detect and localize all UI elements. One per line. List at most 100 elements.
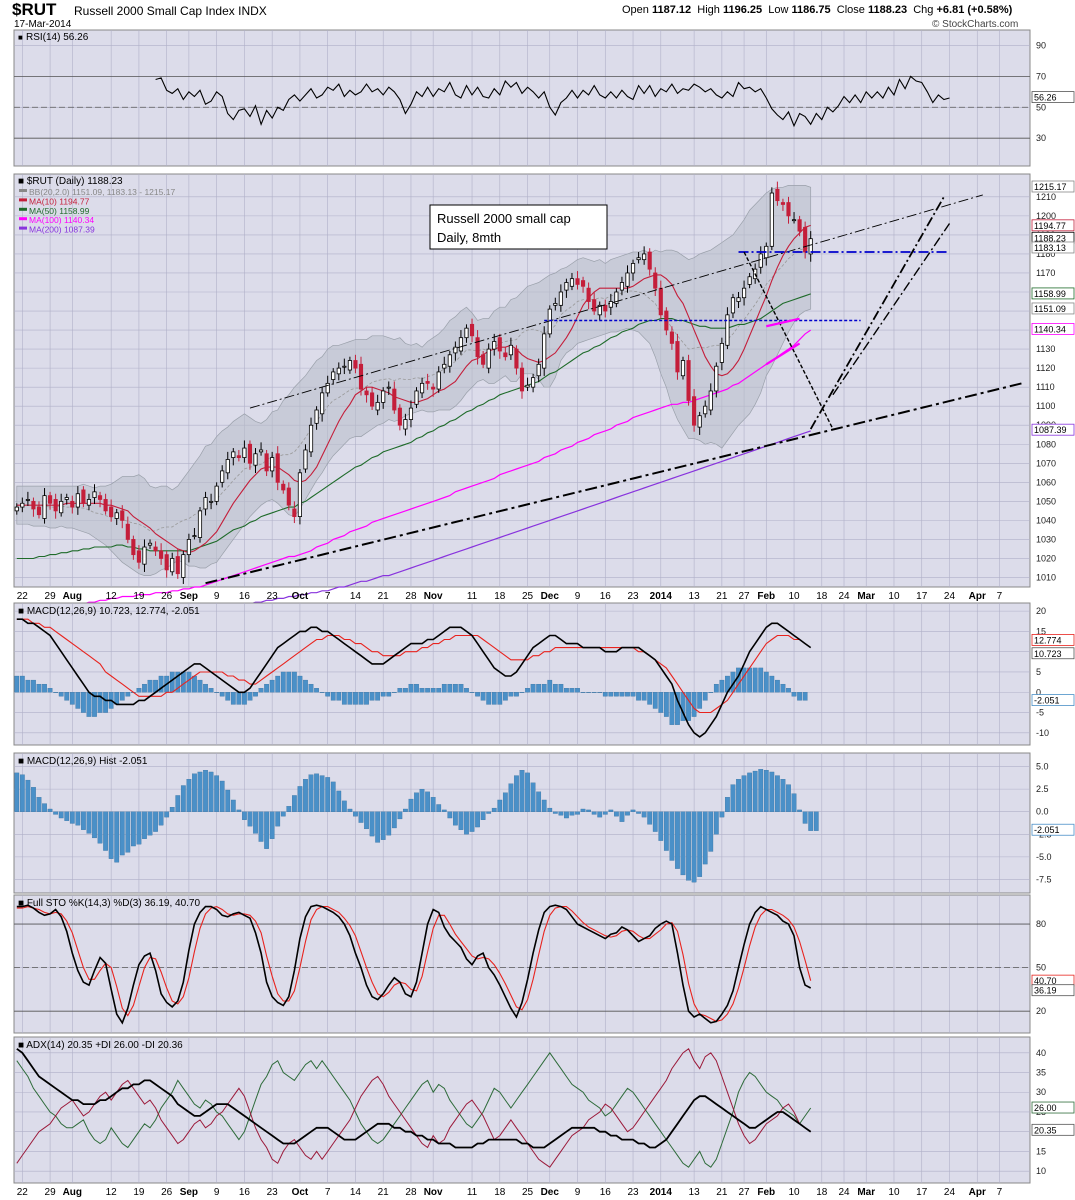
macd-hist-bar xyxy=(97,692,103,713)
macd-hist-panel-group: 5.02.50.0-2.5-5.0-7.5■ MACD(12,26,9) His… xyxy=(14,753,1075,893)
x-tick-label: 17 xyxy=(916,591,928,602)
histogram-bar xyxy=(19,774,25,812)
y-tick-label: 1030 xyxy=(1036,534,1056,544)
price-title: ■ $RUT (Daily) 1188.23 xyxy=(18,176,123,187)
macd-hist-bar xyxy=(264,683,269,693)
value-label: 36.19 xyxy=(1034,986,1057,996)
low-value: 1186.75 xyxy=(791,4,831,16)
y-tick-label: 1010 xyxy=(1036,572,1056,582)
x-tick-label: 16 xyxy=(239,591,251,602)
x-tick-label: 16 xyxy=(600,591,612,602)
value-label: 1151.09 xyxy=(1034,304,1066,314)
candle xyxy=(630,263,636,274)
candle xyxy=(364,390,369,396)
adx-title: ■ ADX(14) 20.35 +DI 26.00 -DI 20.36 xyxy=(18,1040,183,1051)
x-tick-label: 16 xyxy=(600,1187,612,1198)
histogram-bar xyxy=(14,772,20,812)
candle xyxy=(797,219,802,232)
macd-hist-bar xyxy=(180,671,186,693)
macd-hist-bar xyxy=(403,688,408,693)
histogram-bar xyxy=(125,811,131,853)
y-tick-label: 5 xyxy=(1036,667,1041,677)
macd-hist-bar xyxy=(564,688,569,693)
y-tick-label: -5.0 xyxy=(1036,852,1052,862)
macd-hist-bar xyxy=(297,675,303,693)
rsi-legend-marker: ■ xyxy=(18,33,23,42)
chg-label: Chg xyxy=(913,4,934,16)
macd-hist-bar xyxy=(541,683,547,693)
candle xyxy=(581,280,586,287)
macd-hist-bar xyxy=(769,675,775,693)
candle xyxy=(708,390,713,411)
histogram-bar xyxy=(175,795,181,812)
histogram-bar xyxy=(614,811,619,817)
candle xyxy=(386,386,391,389)
ticker-description: Russell 2000 Small Cap Index INDX xyxy=(74,4,267,18)
histogram-bar xyxy=(103,811,108,851)
x-tick-label: 23 xyxy=(267,591,279,602)
histogram-bar xyxy=(519,770,525,812)
x-tick-label: 7 xyxy=(997,591,1003,602)
candle xyxy=(608,301,613,308)
histogram-bar xyxy=(436,804,442,812)
macd-hist-bar xyxy=(42,683,47,693)
macd-hist-bar xyxy=(547,679,553,693)
histogram-bar xyxy=(375,811,381,843)
adx-panel-bg xyxy=(13,1036,1031,1184)
candle xyxy=(136,550,141,563)
candle xyxy=(170,558,175,573)
y-tick-label: 15 xyxy=(1036,626,1046,636)
candle xyxy=(264,453,269,472)
value-label-box xyxy=(1031,91,1075,103)
x-tick-label: Sep xyxy=(180,1187,198,1198)
y-tick-label: 50 xyxy=(1036,102,1046,112)
x-tick-label: 22 xyxy=(17,1187,29,1198)
histogram-bar xyxy=(813,811,819,831)
histogram-bar xyxy=(686,811,691,881)
candle xyxy=(347,360,352,371)
histogram-bar xyxy=(414,792,419,812)
histogram-bar xyxy=(641,811,647,818)
histogram-bar xyxy=(364,811,369,830)
macd-hist-bar xyxy=(786,688,791,693)
histogram-bar xyxy=(297,786,303,812)
macd-hist-bar xyxy=(303,679,308,693)
histogram-bar xyxy=(197,771,203,812)
value-label-box xyxy=(1031,694,1075,706)
candle xyxy=(469,323,475,337)
histogram-bar xyxy=(547,807,553,812)
candle xyxy=(64,497,69,500)
histogram-bar xyxy=(130,811,136,847)
macd-panel-group: 20151050-5-10■ MACD(12,26,9) 10.723, 12.… xyxy=(14,603,1075,745)
macd-hist-bar xyxy=(219,692,225,697)
candle xyxy=(592,299,597,312)
x-tick-label: 9 xyxy=(575,1187,581,1198)
value-label-box xyxy=(1031,241,1075,254)
macd-hist-bar xyxy=(686,692,691,721)
x-tick-label: Aug xyxy=(63,591,82,602)
value-label: 1140.34 xyxy=(1034,324,1066,334)
y-tick-label: -7.5 xyxy=(1036,874,1052,884)
exchange-label: INDX xyxy=(238,4,267,18)
histogram-bar xyxy=(180,785,186,812)
macd-hist-bar xyxy=(591,692,597,693)
histogram-bar xyxy=(730,784,736,812)
x-tick-label: 13 xyxy=(689,591,701,602)
histogram-bar xyxy=(680,811,686,876)
macd-hist-bar xyxy=(58,692,64,697)
value-label: 56.26 xyxy=(1034,93,1057,103)
sto-title: ■ Full STO %K(14,3) %D(3) 36.19, 40.70 xyxy=(18,898,200,909)
candle xyxy=(353,360,358,369)
histogram-bar xyxy=(164,811,170,818)
open-label: Open xyxy=(622,4,649,16)
macd-hist-bar xyxy=(136,688,142,693)
up-trend-line xyxy=(809,196,945,430)
annotation-line-2: Daily, 8mth xyxy=(437,230,501,245)
candle xyxy=(447,354,452,367)
macd-line xyxy=(16,618,812,738)
value-label: 1158.99 xyxy=(1034,289,1066,299)
histogram-bar xyxy=(602,811,608,815)
y-tick-label: 1070 xyxy=(1036,458,1056,468)
candle xyxy=(14,506,19,512)
histogram-bar xyxy=(347,808,353,812)
